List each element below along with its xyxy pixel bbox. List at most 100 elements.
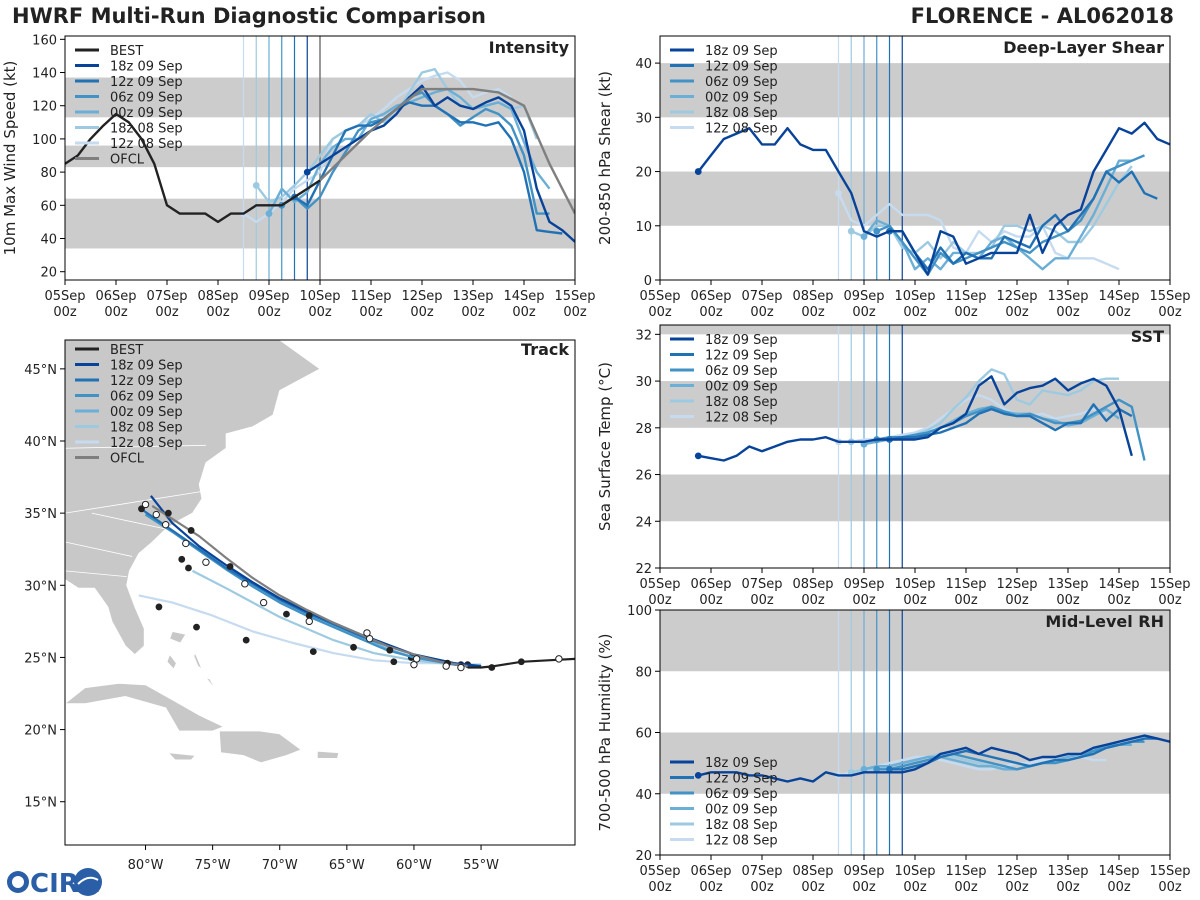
rh-x-tick-label: 05Sep <box>639 864 680 879</box>
shear-x-tick-sublabel: 00z <box>699 305 723 320</box>
shear-x-tick-sublabel: 00z <box>801 305 825 320</box>
track-legend-label: 12z 09 Sep <box>110 374 183 389</box>
intensity-x-tick-label: 06Sep <box>95 289 136 304</box>
track-open-marker <box>442 662 450 670</box>
intensity-init-marker <box>252 181 260 189</box>
rh-x-tick-sublabel: 00z <box>750 880 774 895</box>
sst-x-tick-sublabel: 00z <box>801 593 825 608</box>
intensity-x-tick-label: 15Sep <box>554 289 595 304</box>
shear-y-tick-label: 30 <box>635 111 652 126</box>
rh-x-tick-sublabel: 00z <box>1158 880 1182 895</box>
intensity-x-tick-label: 07Sep <box>146 289 187 304</box>
shear-x-tick-label: 13Sep <box>1047 289 1088 304</box>
state-border <box>65 444 206 449</box>
track-x-tick-label: 75°W <box>195 858 231 873</box>
intensity-legend-label: OFCL <box>110 153 145 168</box>
track-line <box>144 513 482 669</box>
land-mass <box>218 730 303 764</box>
track-legend-label: 18z 08 Sep <box>110 421 183 436</box>
track-day-marker <box>305 612 313 619</box>
state-border <box>65 570 127 578</box>
state-border <box>65 491 202 514</box>
shear-legend-label: 00z 09 Sep <box>705 91 778 106</box>
rh-x-tick-label: 10Sep <box>894 864 935 879</box>
sst-y-tick-label: 32 <box>635 328 652 343</box>
intensity-x-tick-label: 14Sep <box>503 289 544 304</box>
track-open-marker <box>241 580 249 588</box>
track-day-marker <box>386 646 394 654</box>
sst-x-tick-label: 08Sep <box>792 577 833 592</box>
sst-legend-label: 18z 09 Sep <box>705 333 778 348</box>
track-legend-label: 18z 09 Sep <box>110 359 183 374</box>
rh-init-marker <box>694 771 702 779</box>
track-day-marker <box>488 664 496 671</box>
shear-legend-label: 12z 09 Sep <box>705 60 778 75</box>
land-mass <box>169 631 187 644</box>
track-line <box>151 504 468 668</box>
sst-x-tick-label: 15Sep <box>1149 577 1190 592</box>
intensity-x-tick-sublabel: 00z <box>155 305 179 320</box>
rh-series-line <box>876 740 1145 771</box>
shear-x-tick-sublabel: 00z <box>852 305 876 320</box>
track-line <box>467 657 575 669</box>
track-day-marker <box>226 563 234 570</box>
shear-x-tick-sublabel: 00z <box>903 305 927 320</box>
track-day-marker <box>185 564 192 572</box>
intensity-x-tick-sublabel: 00z <box>512 305 536 320</box>
rh-series-line <box>889 737 1158 771</box>
track-x-tick-label: 55°W <box>463 858 499 873</box>
sst-legend-label: 12z 09 Sep <box>705 349 778 364</box>
shear-init-marker <box>694 168 702 175</box>
track-open-marker <box>363 629 371 637</box>
intensity-y-tick-label: 140 <box>32 67 57 82</box>
rh-x-tick-sublabel: 00z <box>1056 880 1080 895</box>
shear-x-tick-sublabel: 00z <box>954 305 978 320</box>
shear-x-tick-label: 11Sep <box>945 289 986 304</box>
sst-x-tick-sublabel: 00z <box>903 593 927 608</box>
intensity-x-tick-sublabel: 00z <box>53 305 77 320</box>
intensity-x-tick-label: 13Sep <box>452 289 493 304</box>
rh-x-tick-sublabel: 00z <box>954 880 978 895</box>
intensity-x-tick-label: 08Sep <box>197 289 238 304</box>
intensity-series-line <box>65 112 321 224</box>
rh-series-line <box>863 743 1132 771</box>
track-x-tick-label: 60°W <box>396 858 432 873</box>
intensity-y-axis-label: 10m Max Wind Speed (kt) <box>1 61 19 256</box>
rh-x-tick-label: 11Sep <box>945 864 986 879</box>
intensity-x-tick-label: 11Sep <box>350 289 391 304</box>
track-open-marker <box>152 510 160 519</box>
intensity-panel: 2040608010012014016005Sep00z06Sep00z07Se… <box>1 33 596 320</box>
sst-x-tick-sublabel: 00z <box>1056 593 1080 608</box>
track-day-marker <box>350 643 357 651</box>
intensity-x-tick-sublabel: 00z <box>461 305 485 320</box>
sst-x-tick-sublabel: 00z <box>954 593 978 608</box>
state-border <box>65 541 133 557</box>
track-x-tick-label: 70°W <box>262 858 298 873</box>
intensity-x-tick-label: 09Sep <box>248 289 289 304</box>
shear-series-line <box>837 192 1120 271</box>
rh-legend-label: 18z 08 Sep <box>705 818 778 833</box>
shear-x-tick-sublabel: 00z <box>1107 305 1131 320</box>
track-day-marker <box>283 610 290 618</box>
track-open-marker <box>412 655 421 663</box>
rh-x-tick-sublabel: 00z <box>699 880 723 895</box>
sst-band-2 <box>660 325 1170 335</box>
track-open-marker <box>555 655 563 663</box>
globe-icon <box>74 868 102 896</box>
rh-x-tick-label: 07Sep <box>741 864 782 879</box>
intensity-x-tick-sublabel: 00z <box>308 305 332 320</box>
track-open-marker <box>202 558 210 566</box>
track-day-marker <box>178 555 186 563</box>
rh-legend-label: 12z 08 Sep <box>705 834 778 849</box>
rh-init-marker <box>886 765 893 773</box>
intensity-plot-area <box>65 36 575 280</box>
rh-series-line <box>698 734 1170 783</box>
sst-x-tick-label: 05Sep <box>639 577 680 592</box>
track-y-tick-label: 35°N <box>24 507 57 522</box>
rh-x-tick-label: 13Sep <box>1047 864 1088 879</box>
track-day-marker <box>517 658 525 666</box>
cira-logo: CIRA <box>7 868 102 899</box>
sst-x-tick-label: 11Sep <box>945 577 986 592</box>
rh-x-tick-sublabel: 00z <box>852 880 876 895</box>
shear-title: Deep-Layer Shear <box>1003 38 1164 57</box>
